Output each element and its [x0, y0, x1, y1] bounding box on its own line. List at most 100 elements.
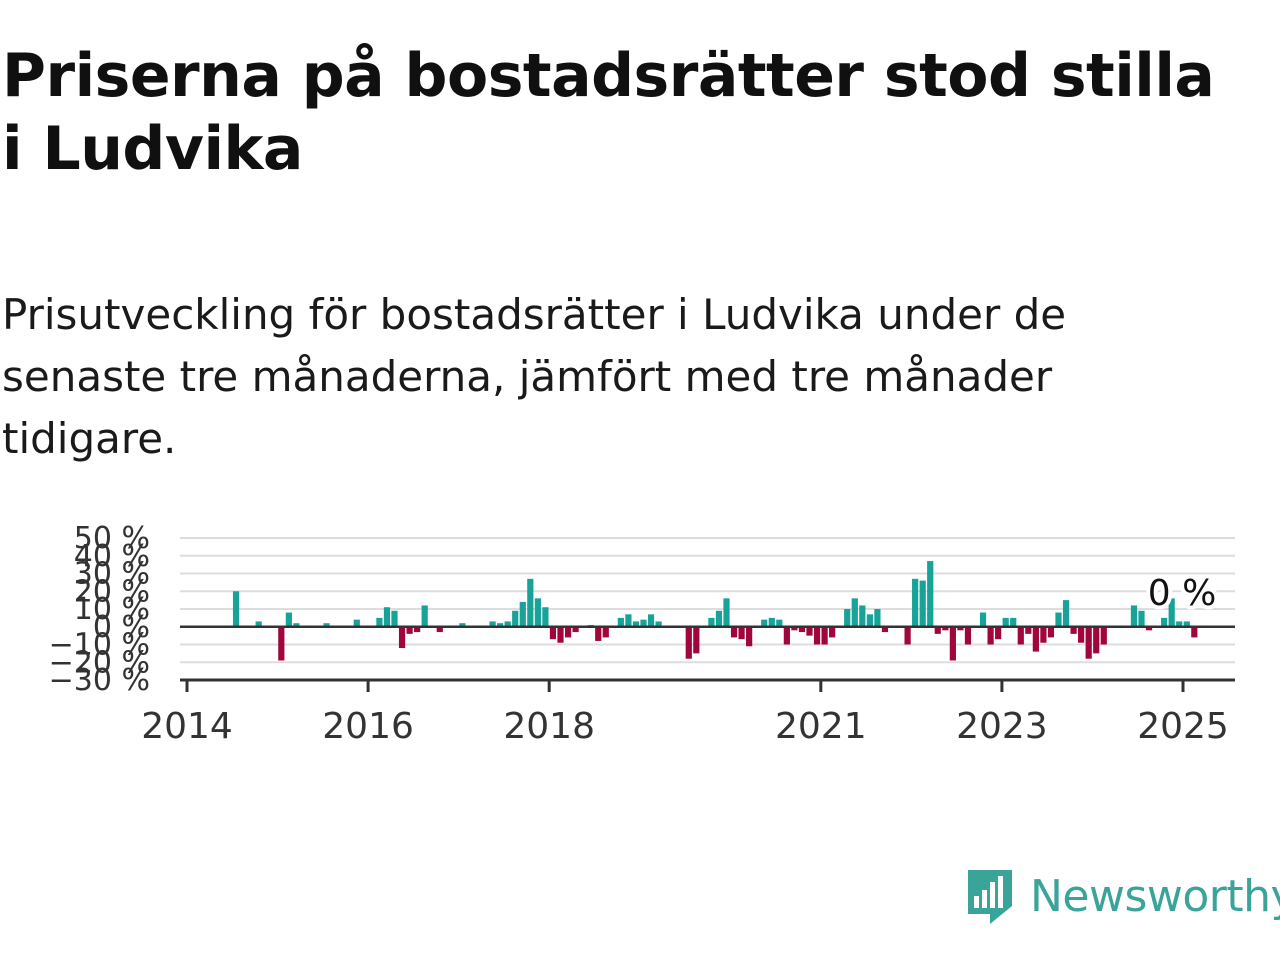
bar — [979, 612, 987, 627]
bar — [557, 626, 564, 643]
bar — [1168, 598, 1175, 627]
bar — [647, 614, 655, 627]
last-value-label: 0 % — [1148, 573, 1217, 614]
bar — [640, 619, 647, 627]
bar — [353, 619, 360, 627]
bar — [414, 626, 421, 633]
x-tick-label: 2021 — [775, 706, 867, 747]
y-tick-label: 10 % — [74, 592, 150, 627]
y-tick-label: 30 % — [74, 557, 150, 592]
bar — [866, 614, 873, 627]
bar — [497, 623, 504, 627]
bar — [406, 626, 413, 634]
bar — [708, 617, 715, 627]
y-tick-label: 0 % — [93, 610, 150, 645]
bar — [813, 626, 821, 645]
bar — [987, 626, 994, 645]
brand-name: Newsworthy — [1030, 870, 1280, 922]
bar — [1085, 626, 1092, 659]
bar — [806, 626, 813, 636]
bar — [1183, 621, 1190, 627]
bar — [398, 626, 406, 649]
y-tick-label: 50 % — [74, 521, 150, 556]
bar — [489, 621, 496, 627]
bar — [1161, 617, 1168, 627]
bar — [1047, 626, 1055, 638]
bar — [791, 626, 798, 631]
bar — [927, 561, 934, 627]
bar — [829, 626, 836, 638]
bar — [527, 578, 534, 627]
bar — [1138, 610, 1145, 627]
bar — [919, 580, 926, 627]
bar — [232, 591, 240, 627]
bar — [685, 626, 692, 659]
bar — [821, 626, 828, 645]
bar — [715, 610, 723, 627]
bar — [572, 626, 579, 633]
y-tick-label: −10 % — [49, 628, 150, 663]
x-tick-label: 2016 — [322, 706, 414, 747]
x-tick-label: 2025 — [1137, 706, 1229, 747]
bar — [436, 626, 443, 633]
x-tick-label: 2018 — [503, 706, 595, 747]
bar — [995, 626, 1002, 640]
bar — [278, 626, 285, 661]
bar — [761, 619, 768, 627]
bar — [1093, 626, 1100, 654]
bar — [1100, 626, 1107, 645]
gridlines — [180, 537, 1235, 681]
bar — [549, 626, 557, 640]
bars — [232, 561, 1198, 661]
bar — [459, 623, 466, 627]
bar — [285, 612, 292, 627]
bar — [421, 605, 428, 627]
bar — [625, 614, 632, 627]
bar — [904, 626, 911, 645]
bar — [602, 626, 609, 638]
bar — [1040, 626, 1047, 643]
bar — [1017, 626, 1024, 645]
bar — [1025, 626, 1032, 634]
bar — [851, 598, 858, 627]
x-tick-label: 2023 — [956, 706, 1048, 747]
bar — [783, 626, 790, 645]
y-tick-label: 20 % — [74, 574, 150, 609]
y-tick-label: 40 % — [74, 539, 150, 574]
bar — [934, 626, 941, 634]
bar — [859, 605, 866, 627]
newsworthy-logo: Newsworthy — [964, 864, 1280, 928]
bar — [323, 623, 330, 627]
bar — [1176, 621, 1183, 627]
bar — [542, 607, 549, 627]
bar — [512, 610, 519, 627]
bar — [617, 617, 624, 627]
bar — [1130, 605, 1138, 627]
bar — [255, 621, 262, 627]
bar — [519, 601, 526, 627]
chart-subtitle: Prisutveckling för bostadsrätter i Ludvi… — [2, 290, 1067, 463]
chart-title: Priserna på bostadsrätter stod stilla i … — [2, 41, 1215, 184]
bar — [595, 626, 602, 641]
bar — [534, 598, 541, 627]
bar — [964, 626, 972, 645]
bar — [564, 626, 572, 638]
bar — [746, 626, 753, 647]
bar — [1145, 626, 1153, 631]
bar — [383, 607, 391, 627]
bar — [798, 626, 806, 633]
bar — [1062, 600, 1070, 627]
bar — [376, 617, 383, 627]
labels: 50 %40 %30 %20 %10 %0 %−10 %−20 %−30 %20… — [49, 521, 1229, 747]
bar — [1078, 626, 1085, 643]
bar — [738, 626, 745, 640]
bar — [1070, 626, 1077, 634]
bar — [730, 626, 738, 638]
newsworthy-logo-icon — [968, 870, 1012, 924]
bar — [776, 619, 783, 627]
y-tick-label: −30 % — [49, 663, 150, 698]
bar — [504, 621, 511, 627]
bar — [912, 578, 919, 627]
bar — [1032, 626, 1039, 652]
axes — [180, 625, 1235, 692]
